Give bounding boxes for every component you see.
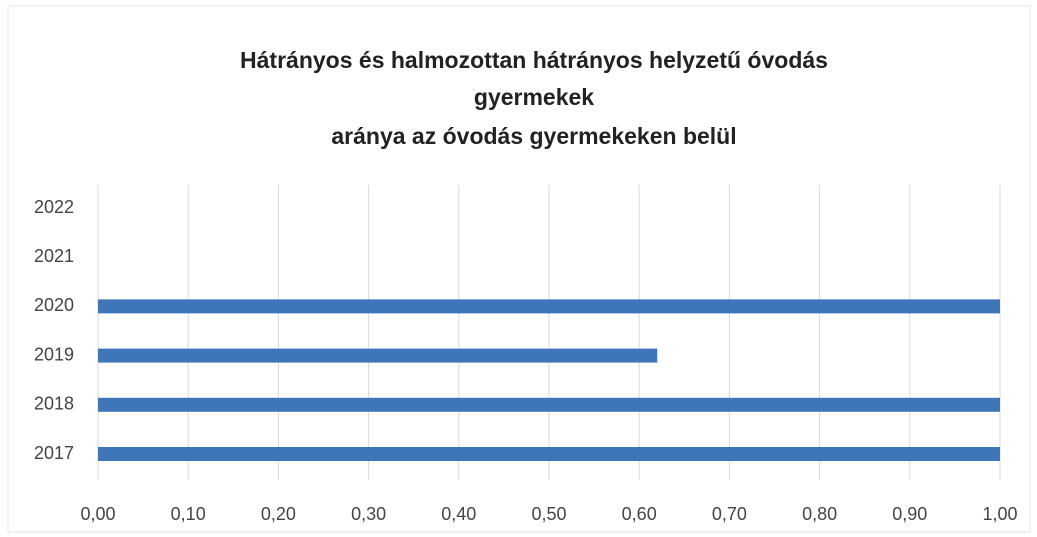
bar xyxy=(98,397,1000,412)
chart-title: Hátrányos és halmozottan hátrányos helyz… xyxy=(240,47,828,73)
x-tick-label: 0,60 xyxy=(622,504,657,524)
y-tick-label: 2022 xyxy=(34,197,74,217)
y-tick-label: 2017 xyxy=(34,443,74,463)
x-tick-label: 0,80 xyxy=(802,504,837,524)
x-tick-label: 0,40 xyxy=(441,504,476,524)
y-tick-label: 2018 xyxy=(34,394,74,414)
y-tick-label: 2019 xyxy=(34,344,74,364)
bar xyxy=(98,299,1000,314)
y-tick-label: 2021 xyxy=(34,246,74,266)
x-tick-label: 0,10 xyxy=(171,504,206,524)
chart-frame xyxy=(7,5,1031,533)
x-tick-label: 0,70 xyxy=(712,504,747,524)
x-tick-label: 0,20 xyxy=(261,504,296,524)
x-tick-label: 0,90 xyxy=(892,504,927,524)
chart-title: gyermekek xyxy=(474,84,594,110)
y-tick-label: 2020 xyxy=(34,295,74,315)
x-tick-label: 0,00 xyxy=(80,504,115,524)
x-tick-label: 0,50 xyxy=(531,504,566,524)
x-tick-label: 1,00 xyxy=(982,504,1017,524)
bar xyxy=(98,348,658,363)
chart-title: aránya az óvodás gyermekeken belül xyxy=(331,123,736,149)
bar xyxy=(98,447,1000,461)
x-tick-label: 0,30 xyxy=(351,504,386,524)
